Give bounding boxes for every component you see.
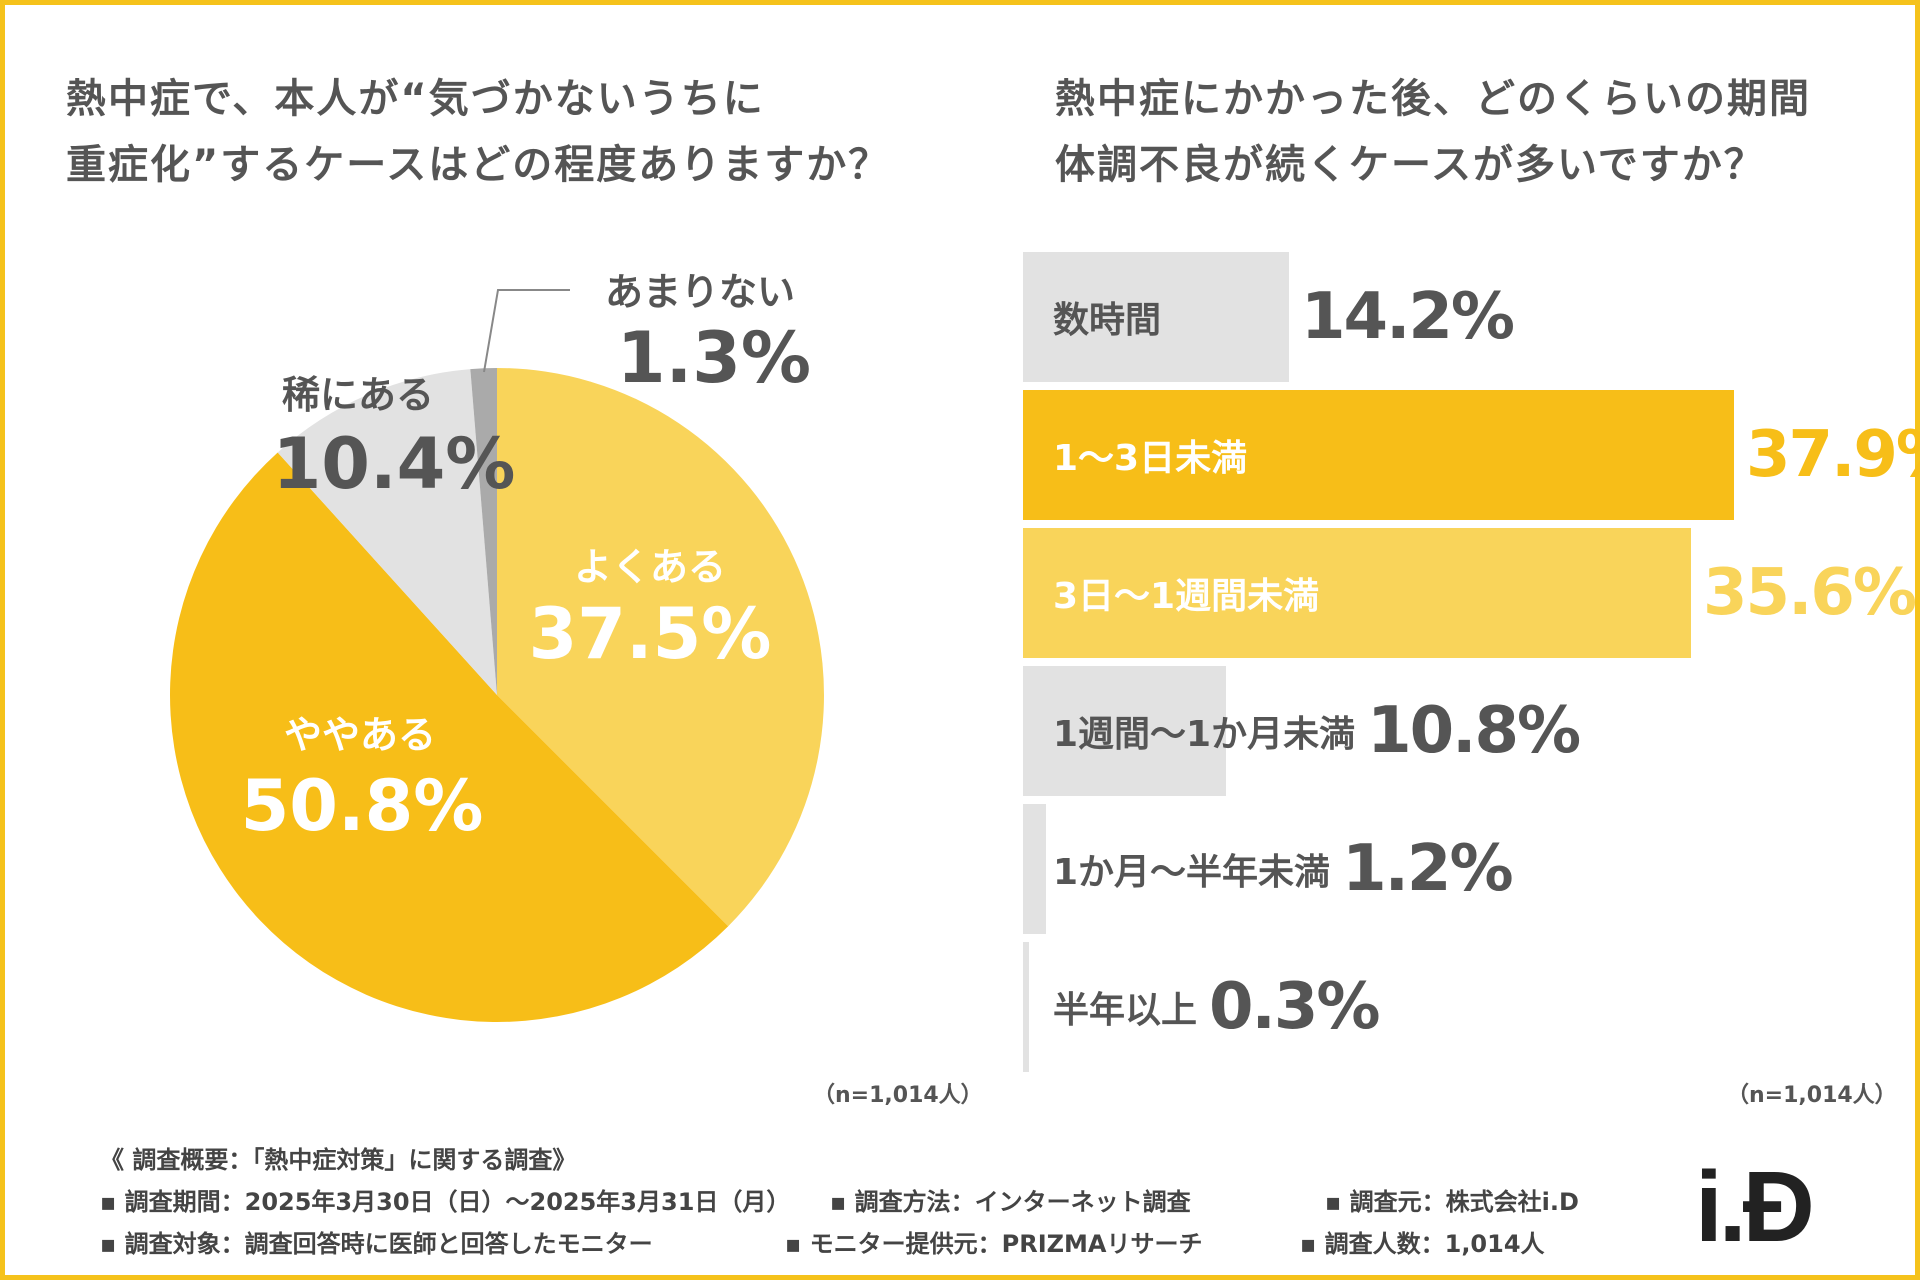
bar-label-3days-1week: 3日〜1週間未満: [1053, 576, 1320, 617]
bar-label-hours: 数時間: [1053, 300, 1162, 341]
bar-label-1week-1month: 1週間〜1か月未満: [1053, 714, 1356, 755]
pie-label-somewhat: ややある: [284, 713, 436, 757]
company-logo: i.Đ: [1695, 1151, 1815, 1263]
bar-1week-1month: [1023, 666, 1226, 796]
pie-slice-often: [497, 368, 825, 927]
bar-label-1month-halfyear: 1か月〜半年未満: [1053, 852, 1331, 893]
survey-target: ▪ 調査対象：調査回答時に医師と回答したモニター: [100, 1230, 653, 1258]
pie-label-rarely: 稀にある: [282, 373, 434, 417]
pie-slices: [170, 368, 825, 1022]
survey-count: ▪ 調査人数：1,014人: [1300, 1230, 1545, 1258]
pie-label-often: よくある: [574, 545, 726, 589]
pie-value-somewhat: 50.8%: [241, 765, 484, 847]
survey-summary-heading: 《 調査概要：「熱中症対策」に関する調査》: [100, 1146, 577, 1174]
survey-source: ▪ 調査元：株式会社i.D: [1325, 1188, 1579, 1216]
bar-chart-title: 熱中症にかかった後、どのくらいの期間 体調不良が続くケースが多いですか？: [1055, 66, 1895, 198]
pie-value-seldom: 1.3%: [617, 317, 811, 399]
pie-value-often: 37.5%: [529, 593, 772, 675]
bar-1-3days: [1023, 390, 1734, 520]
bar-value-3days-1week: 35.6%: [1703, 556, 1917, 630]
bar-3days-1week: [1023, 528, 1691, 658]
bar-over-halfyear: [1023, 942, 1029, 1072]
bar-value-hours: 14.2%: [1301, 280, 1515, 354]
bar-title-line1: 熱中症にかかった後、どのくらいの期間: [1055, 76, 1811, 122]
pie-label-seldom: あまりない: [605, 270, 795, 314]
monitor-provider: ▪ モニター提供元：PRIZMAリサーチ: [785, 1230, 1203, 1258]
bar-value-over-halfyear: 0.3%: [1209, 970, 1380, 1044]
bar-1month-halfyear: [1023, 804, 1046, 934]
pie-title-line2: 重症化”するケースはどの程度ありますか？: [66, 142, 891, 188]
survey-method: ▪ 調査方法：インターネット調査: [830, 1188, 1191, 1216]
pie-slice-seldom: [470, 368, 497, 695]
bar-title-line2: 体調不良が続くケースが多いですか？: [1055, 142, 1766, 188]
pie-chart-title: 熱中症で、本人が“気づかないうちに 重症化”するケースはどの程度ありますか？: [66, 66, 966, 198]
pie-slice-somewhat: [170, 452, 729, 1022]
pie-sample-size: （n=1,014人）: [813, 1083, 983, 1108]
survey-period: ▪ 調査期間：2025年3月30日（日）〜2025年3月31日（月）: [100, 1188, 791, 1216]
bar-hours: [1023, 252, 1289, 382]
bar-value-1-3days: 37.9%: [1746, 418, 1920, 492]
bar-label-over-halfyear: 半年以上: [1053, 990, 1198, 1031]
pie-leader-line: [483, 289, 570, 373]
bar-value-1month-halfyear: 1.2%: [1342, 832, 1513, 906]
bar-label-1-3days: 1〜3日未満: [1053, 438, 1248, 479]
bar-sample-size: （n=1,014人）: [1727, 1083, 1897, 1108]
pie-value-rarely: 10.4%: [273, 423, 516, 505]
pie-slice-rarely: [277, 369, 497, 695]
bar-value-1week-1month: 10.8%: [1367, 694, 1581, 768]
pie-title-line1: 熱中症で、本人が“気づかないうちに: [66, 76, 765, 122]
